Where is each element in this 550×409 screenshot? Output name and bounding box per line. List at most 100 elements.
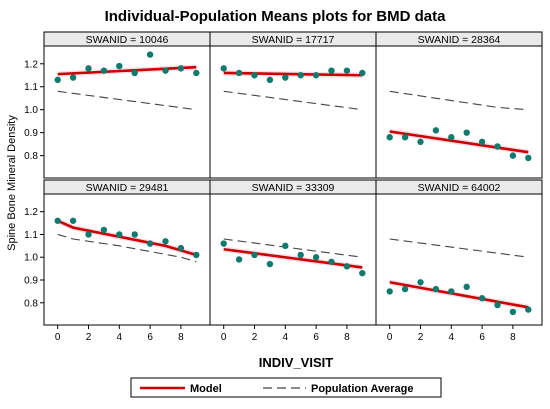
data-point bbox=[509, 308, 517, 316]
x-tick-label: 6 bbox=[147, 332, 153, 343]
data-point bbox=[417, 279, 424, 286]
data-point bbox=[312, 254, 320, 261]
panel-label: SWANID = 17717 bbox=[252, 34, 335, 46]
model-line bbox=[389, 280, 529, 309]
y-tick-label: 1.2 bbox=[24, 59, 38, 70]
axes: 0.8 0.9 1.0 1.1 1.2 0.8 0.9 1.0 1.1 1.2 0 2 4 6 8 0 2 4 6 8… bbox=[24, 59, 516, 343]
panel-label: SWANID = 29481 bbox=[86, 182, 169, 194]
data-point bbox=[131, 69, 138, 77]
data-point bbox=[401, 285, 409, 293]
x-tick-label: 2 bbox=[418, 332, 424, 343]
data-point bbox=[69, 217, 77, 224]
data-point bbox=[463, 283, 470, 291]
y-tick-label: 1.0 bbox=[24, 253, 38, 264]
data-point bbox=[432, 285, 440, 293]
x-tick-label: 0 bbox=[221, 332, 227, 343]
data-point bbox=[343, 263, 351, 270]
x-axis-label: INDIV_VISIT bbox=[259, 355, 333, 370]
model-line bbox=[389, 130, 529, 154]
y-tick-label: 1.1 bbox=[24, 82, 38, 93]
data-point bbox=[478, 295, 486, 302]
y-tick-label: 0.8 bbox=[24, 151, 38, 162]
data-point bbox=[193, 251, 200, 259]
data-point bbox=[509, 152, 517, 159]
data-point bbox=[282, 74, 289, 81]
data-point bbox=[177, 244, 185, 252]
data-point bbox=[478, 138, 486, 146]
data-point bbox=[448, 288, 455, 295]
y-tick-label: 1.2 bbox=[24, 207, 38, 218]
panel-header bbox=[210, 32, 376, 46]
panel-plot-area bbox=[376, 46, 542, 178]
y-axis-label: Spine Bone Mineral Density bbox=[6, 115, 18, 251]
data-point bbox=[494, 143, 501, 150]
model-line bbox=[57, 65, 197, 76]
data-point bbox=[401, 134, 409, 141]
panel-header bbox=[44, 32, 210, 46]
x-tick-label: 0 bbox=[387, 332, 393, 343]
legend-model-label: Model bbox=[190, 383, 222, 395]
data-point bbox=[146, 240, 154, 247]
data-point bbox=[297, 251, 304, 259]
data-point bbox=[448, 134, 455, 141]
data-point bbox=[312, 72, 320, 79]
x-tick-label: 2 bbox=[252, 332, 258, 343]
panel-label: SWANID = 28364 bbox=[418, 34, 501, 46]
data-point bbox=[463, 129, 470, 136]
x-tick-label: 6 bbox=[479, 332, 485, 343]
panel-header bbox=[210, 180, 376, 194]
data-point bbox=[266, 260, 274, 268]
panel-plot-area bbox=[210, 46, 376, 178]
data-point bbox=[100, 226, 108, 234]
population-average-line bbox=[223, 238, 363, 258]
x-tick-label: 6 bbox=[313, 332, 319, 343]
population-average-line bbox=[57, 90, 197, 111]
data-point bbox=[85, 65, 92, 72]
x-tick-label: 8 bbox=[178, 332, 184, 343]
data-point bbox=[282, 242, 289, 250]
data-point bbox=[266, 76, 274, 84]
data-point bbox=[69, 74, 77, 81]
data-point bbox=[343, 67, 351, 74]
panel: SWANID = 33309 bbox=[209, 179, 377, 326]
data-point bbox=[131, 231, 138, 238]
panel-border bbox=[375, 179, 543, 326]
data-point bbox=[162, 67, 169, 74]
data-point bbox=[386, 134, 393, 141]
data-point bbox=[220, 240, 227, 247]
panel-label: SWANID = 33309 bbox=[252, 182, 335, 194]
data-point bbox=[116, 62, 123, 70]
data-point bbox=[328, 67, 335, 74]
panel-label: SWANID = 64002 bbox=[418, 182, 501, 194]
data-point bbox=[251, 251, 258, 259]
y-tick-label: 1.1 bbox=[24, 230, 38, 241]
data-point bbox=[494, 301, 501, 309]
x-tick-label: 4 bbox=[117, 332, 123, 343]
data-point bbox=[220, 65, 227, 72]
panel-header bbox=[376, 180, 542, 194]
population-average-line bbox=[389, 90, 529, 111]
data-point bbox=[100, 67, 108, 74]
x-tick-label: 4 bbox=[449, 332, 455, 343]
panel: SWANID = 17717 bbox=[209, 31, 377, 179]
data-point bbox=[297, 72, 304, 79]
population-average-line bbox=[57, 233, 197, 263]
population-average-line bbox=[389, 238, 529, 258]
x-tick-label: 2 bbox=[86, 332, 92, 343]
data-point bbox=[525, 154, 532, 162]
y-tick-label: 0.8 bbox=[24, 298, 38, 309]
data-point bbox=[386, 288, 393, 295]
x-tick-label: 0 bbox=[55, 332, 61, 343]
data-point bbox=[193, 69, 200, 77]
data-point bbox=[162, 238, 169, 245]
population-average-line bbox=[223, 90, 363, 111]
panel: SWANID = 64002 bbox=[375, 179, 543, 326]
data-point bbox=[251, 72, 258, 79]
data-point bbox=[525, 306, 532, 313]
data-point bbox=[54, 217, 61, 224]
data-point bbox=[177, 65, 185, 72]
data-point bbox=[432, 127, 440, 134]
panel-grid: SWANID = 10046 SWANID = 17717 SWANID = 283… bbox=[43, 31, 543, 326]
panel: SWANID = 28364 bbox=[375, 31, 543, 179]
